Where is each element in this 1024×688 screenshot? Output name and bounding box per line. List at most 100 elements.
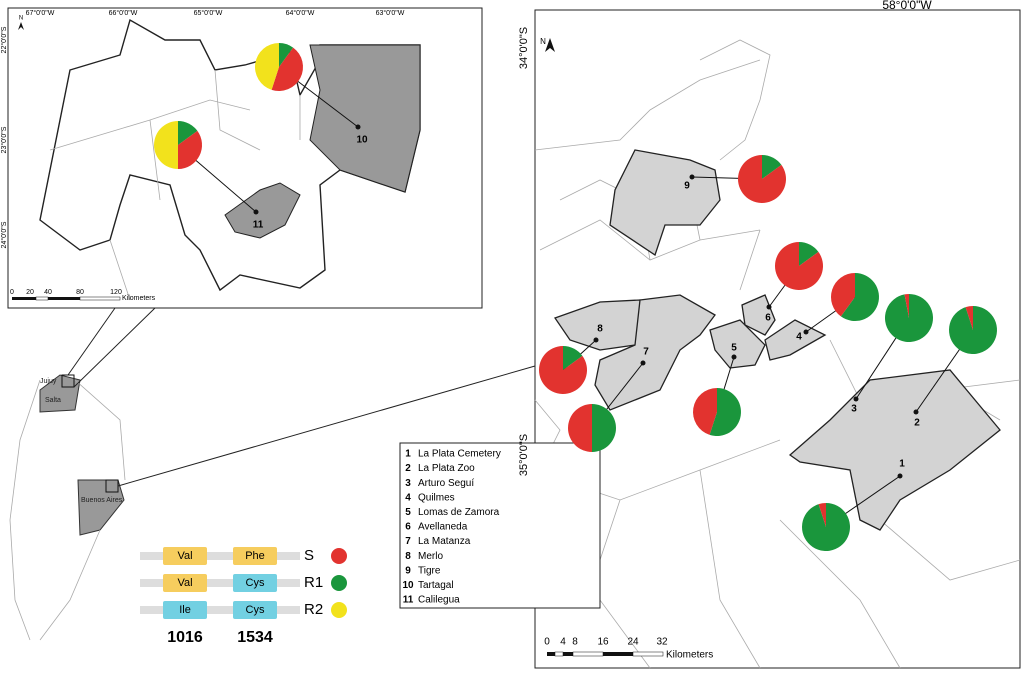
legend-name: La Plata Cemetery — [418, 449, 501, 460]
la-matanza-area — [594, 294, 716, 411]
legend-name: La Matanza — [418, 536, 471, 547]
site-label: 4 — [796, 332, 802, 343]
residue-box — [233, 601, 277, 619]
argentina-outline — [9, 379, 126, 641]
site-dot — [913, 409, 919, 415]
scale-label: 0 — [544, 637, 550, 648]
site-dot — [253, 209, 259, 215]
residue-label: Ile — [179, 604, 191, 616]
site-label: 8 — [597, 324, 603, 335]
lat-label: 24°0'0"S — [0, 221, 8, 248]
scale-bar — [48, 297, 80, 300]
lat-label: 35°0'0"S — [518, 434, 530, 476]
legend-number: 5 — [405, 507, 411, 518]
scale-unit: Kilometers — [666, 650, 713, 661]
genotype-swatch — [331, 548, 347, 564]
lomas-area — [709, 319, 766, 369]
pie-slice — [762, 155, 782, 179]
legend-name: Merlo — [418, 551, 443, 562]
district-lines — [49, 69, 301, 301]
scale-label: 20 — [26, 289, 34, 296]
gene-bar — [140, 606, 300, 614]
genotype-label: R1 — [304, 574, 323, 591]
residue-box — [233, 574, 277, 592]
residue-label: Val — [177, 550, 192, 562]
lat-label: 23°0'0"S — [0, 126, 8, 153]
lon-label: 67°0'0"W — [26, 9, 55, 17]
north-label: N — [19, 16, 23, 22]
scale-label: 0 — [10, 289, 14, 296]
callout-lines — [67, 307, 536, 487]
avellaneda-area — [741, 294, 776, 336]
pie-slice — [904, 294, 909, 318]
pie-slice — [799, 242, 819, 266]
pie-slice — [885, 294, 934, 342]
gene-bar — [140, 579, 300, 587]
lon-label: 63°0'0"W — [376, 9, 405, 17]
pie-slice — [154, 121, 178, 169]
coastline — [699, 39, 771, 161]
calilegua-area — [224, 182, 301, 239]
site-dot — [689, 174, 695, 180]
pie-slice — [279, 43, 294, 67]
pie-slice — [255, 43, 279, 90]
pie-slice — [178, 121, 198, 145]
tartagal-area — [309, 44, 421, 193]
site-dot — [593, 337, 599, 343]
site-dot — [853, 396, 859, 402]
site-dot — [640, 360, 646, 366]
pie-slice — [818, 503, 826, 527]
site-label: 11 — [253, 220, 264, 231]
place-label: Buenos Aires — [81, 497, 123, 504]
legend-frame — [399, 442, 601, 609]
scale-bar — [12, 297, 36, 300]
legend-number: 11 — [403, 595, 414, 606]
quilmes-area — [764, 319, 827, 361]
pie-slice — [774, 242, 823, 290]
legend-number: 6 — [405, 522, 411, 533]
legend-name: Tartagal — [418, 580, 454, 591]
site-dot — [766, 304, 772, 310]
scale-bar — [79, 296, 121, 301]
legend-name: La Plata Zoo — [418, 463, 475, 474]
pie-slice — [802, 503, 851, 552]
scale-bar — [563, 652, 573, 656]
pie-slice — [965, 306, 973, 330]
legend-name: Avellaneda — [418, 522, 468, 533]
pie-slice — [568, 404, 592, 452]
legend-name: Calilegua — [418, 595, 460, 606]
site-label: 2 — [914, 418, 920, 429]
scale-bar — [572, 651, 604, 657]
site-label: 10 — [356, 135, 368, 146]
site-label: 9 — [684, 181, 690, 192]
pie-slice — [693, 388, 717, 435]
pie-slice — [840, 273, 880, 321]
legend-number: 3 — [405, 478, 411, 489]
lon-label: 64°0'0"W — [286, 9, 315, 17]
pie-slice — [949, 306, 998, 354]
site-label: 3 — [851, 404, 857, 415]
scale-bar — [547, 652, 555, 656]
legend-name: Tigre — [418, 565, 441, 576]
genotype-label: S — [304, 547, 314, 564]
site-dot — [897, 473, 903, 479]
pie-slice — [178, 130, 203, 169]
north-arrow — [545, 38, 555, 52]
residue-box — [163, 574, 207, 592]
scale-label: 24 — [627, 637, 639, 648]
legend-number: 2 — [405, 463, 411, 474]
genotype-label: R2 — [304, 601, 323, 618]
la-plata-area — [788, 369, 1001, 531]
site-dot — [803, 329, 809, 335]
legend-name: Arturo Seguí — [418, 478, 474, 489]
pie-slice — [563, 346, 583, 370]
scale-label: 32 — [656, 637, 668, 648]
scale-bar — [632, 651, 664, 657]
pie-slice — [830, 273, 855, 317]
pie-slice — [738, 155, 787, 204]
lon-label: 66°0'0"W — [109, 9, 138, 17]
site-dot — [355, 124, 361, 130]
gene-bar — [140, 552, 300, 560]
residue-box — [163, 547, 207, 565]
legend-number: 10 — [402, 580, 414, 591]
